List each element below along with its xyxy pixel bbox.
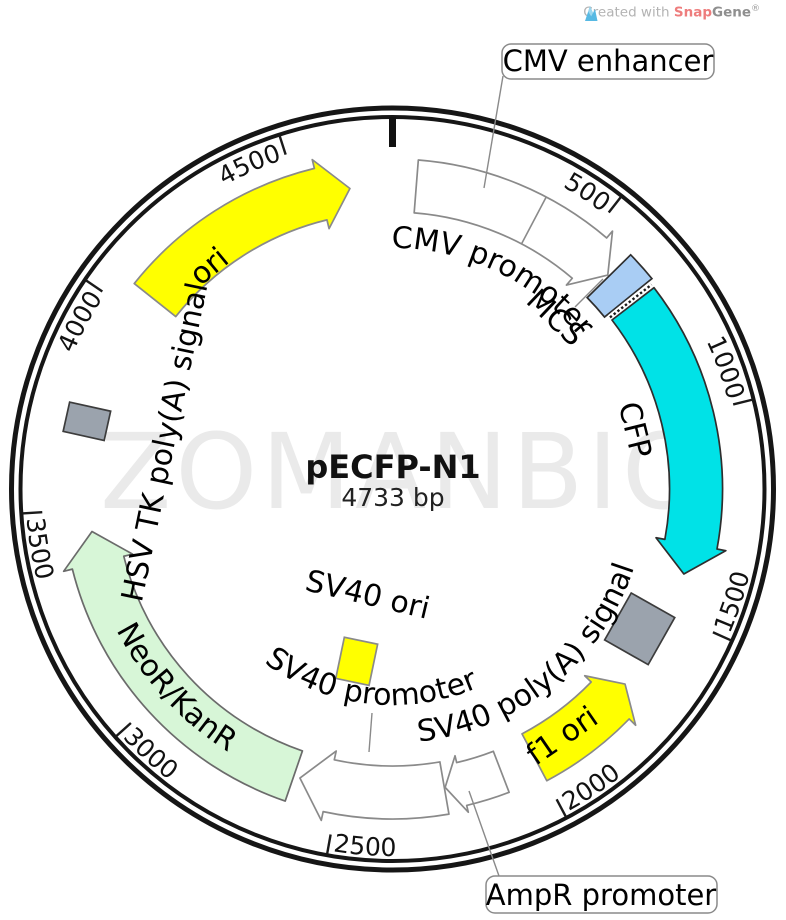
tick-2500 <box>325 834 332 855</box>
feature-cmv-promoter-arrow <box>413 159 614 286</box>
plasmid-backbone-outer <box>9 105 776 873</box>
feature-label-6: SV40 ori <box>302 564 433 627</box>
credit-brand-gene: Gene <box>711 4 751 21</box>
ampr-promoter-label: AmpR promoter <box>486 878 717 912</box>
feature-mcs <box>585 253 654 319</box>
tick-4500 <box>278 135 287 156</box>
leader-mcs <box>574 278 604 308</box>
watermark-text: ZOMANBIO <box>100 411 708 533</box>
plasmid-size: 4733 bp <box>341 483 444 512</box>
leader-sv40-promoter <box>368 712 373 753</box>
credit-registered-mark: ® <box>751 4 760 14</box>
tick-label-2500: 2500 <box>332 828 396 862</box>
junction-dotted-line <box>609 283 653 319</box>
feature-sv40-polya-signal <box>603 591 676 666</box>
tick-500 <box>607 196 623 214</box>
tick-1000 <box>732 398 753 406</box>
snapgene-logo-icon <box>585 6 598 21</box>
feature-neor-kanr <box>62 530 304 802</box>
feature-divider-cmv-promoter-arrow <box>520 196 547 245</box>
cmv-enhancer-label: CMV enhancer <box>503 44 714 78</box>
tick-4000 <box>85 279 104 293</box>
feature-ori <box>133 158 351 318</box>
label-box-frame <box>485 875 718 914</box>
credit-line: Created with SnapGene® <box>583 4 760 21</box>
credit-text: Created with <box>583 4 670 21</box>
tick-2000 <box>555 798 568 818</box>
leader-ampr-promoter <box>468 790 500 877</box>
credit-brand-snap: Snap <box>673 4 712 21</box>
leader-cmv-enhancer <box>483 75 504 189</box>
feature-sv40-promoter-arrow <box>299 750 450 822</box>
tick-label-3500: 3500 <box>21 516 60 582</box>
tick-3500 <box>22 510 43 515</box>
label-box-cmv-enhancer: CMV enhancer <box>501 43 715 80</box>
feature-sv40-ori <box>334 636 379 687</box>
label-box-ampr-promoter: AmpR promoter <box>485 875 718 914</box>
feature-cfp <box>611 286 727 575</box>
tick-1500 <box>712 631 732 642</box>
label-box-frame <box>501 43 715 80</box>
feature-hsv-tk-polya-signal <box>62 401 112 442</box>
feature-ampr-promoter-arrow <box>444 750 510 814</box>
feature-f1-ori <box>521 674 637 782</box>
plasmid-name: pECFP-N1 <box>305 448 480 486</box>
tick-3000 <box>115 722 132 738</box>
